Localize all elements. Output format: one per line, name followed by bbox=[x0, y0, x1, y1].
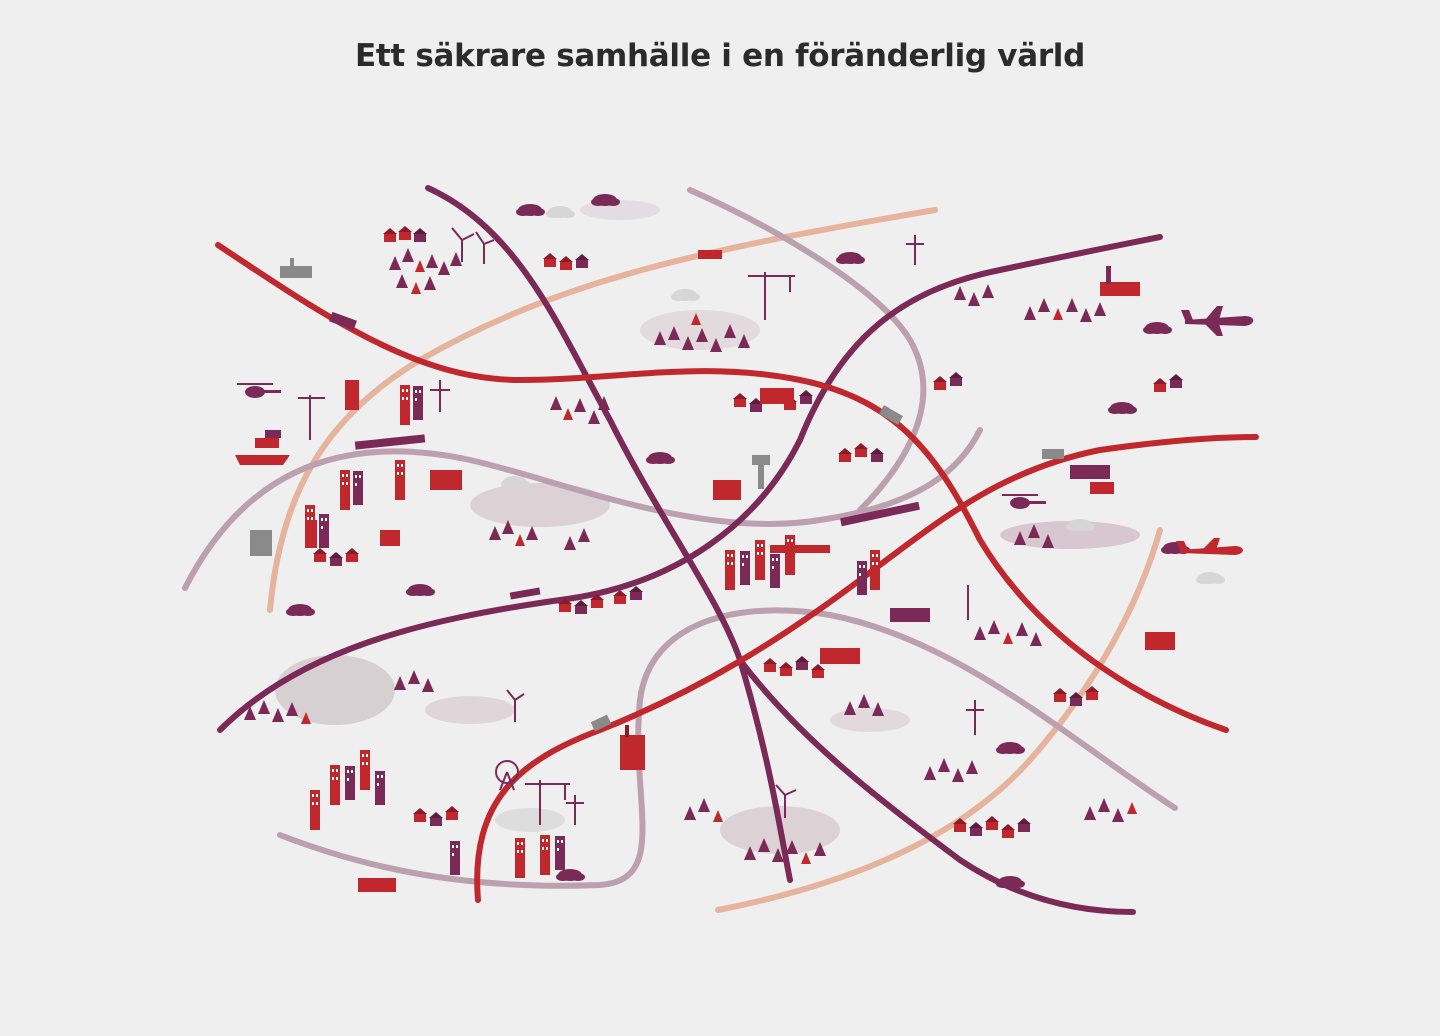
route-peach-1 bbox=[267, 207, 938, 613]
hill bbox=[830, 708, 910, 732]
factory-icon bbox=[280, 258, 1175, 770]
terrain-layer bbox=[275, 200, 1140, 854]
hill bbox=[275, 655, 395, 725]
power-lines bbox=[430, 235, 984, 825]
water-tower-icon bbox=[752, 455, 770, 489]
hill bbox=[495, 808, 565, 832]
page-title: Ett säkrare samhälle i en föränderlig vä… bbox=[354, 38, 1086, 74]
route-mauve-2 bbox=[687, 187, 927, 513]
hill bbox=[470, 483, 610, 527]
route-plum-3 bbox=[737, 657, 1136, 915]
airplane-icon bbox=[1176, 538, 1243, 555]
wind-turbine-icon bbox=[451, 227, 797, 818]
helicopter-icon bbox=[1002, 494, 1046, 509]
route-plum-1 bbox=[425, 185, 793, 883]
helicopter-icon bbox=[237, 383, 281, 398]
routes-layer bbox=[182, 185, 1259, 915]
route-plum-2 bbox=[217, 234, 1163, 733]
route-peach-2 bbox=[715, 527, 1163, 913]
airplane-icon bbox=[1181, 306, 1254, 336]
train-icon bbox=[354, 434, 920, 600]
hill bbox=[425, 696, 515, 724]
hill bbox=[640, 310, 760, 350]
truck-icon bbox=[329, 250, 1064, 732]
barns bbox=[250, 388, 1114, 892]
crane-icon bbox=[298, 272, 795, 825]
ship-icon bbox=[235, 430, 290, 465]
city-towers bbox=[305, 385, 880, 878]
route-red-1 bbox=[215, 242, 1229, 733]
ferris-wheel-icon bbox=[495, 760, 519, 791]
route-red-2 bbox=[474, 434, 1259, 903]
route-mauve-1 bbox=[182, 427, 983, 591]
